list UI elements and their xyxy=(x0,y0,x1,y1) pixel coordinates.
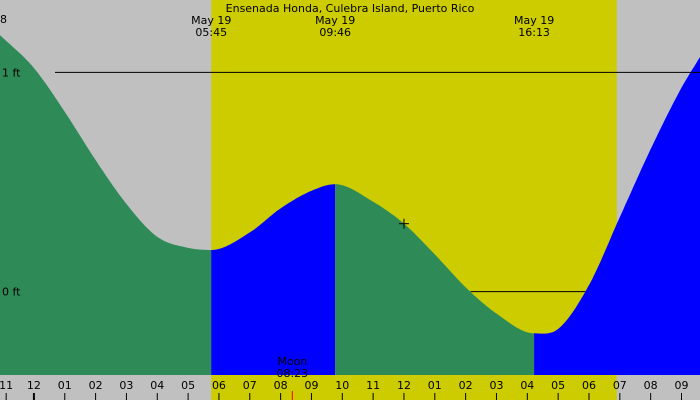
x-tick-label-19: 05 xyxy=(551,379,565,392)
x-tick-label-6: 04 xyxy=(150,379,164,392)
x-tick-label-11: 09 xyxy=(304,379,318,392)
x-tick-label-14: 12 xyxy=(397,379,411,392)
event-time-2: 09:46 xyxy=(319,26,351,39)
x-tick-label-22: 08 xyxy=(644,379,658,392)
chart-title: Ensenada Honda, Culebra Island, Puerto R… xyxy=(226,2,475,15)
event-date-1: May 19 xyxy=(191,14,231,27)
x-tick-label-15: 01 xyxy=(428,379,442,392)
moonset-label: Moon xyxy=(277,355,307,368)
x-tick-label-12: 10 xyxy=(335,379,349,392)
x-tick-label-8: 06 xyxy=(212,379,226,392)
tide-areas xyxy=(0,35,700,375)
reference-label-2: 0 ft xyxy=(2,286,21,299)
now-marker xyxy=(398,218,409,229)
tide-area-2 xyxy=(211,184,336,375)
x-tick-label-10: 08 xyxy=(274,379,288,392)
moonset-time: 08:23 xyxy=(276,367,308,380)
event-date-3: May 19 xyxy=(514,14,554,27)
x-tick-label-16: 02 xyxy=(459,379,473,392)
x-tick-label-18: 04 xyxy=(520,379,534,392)
x-tick-label-2: 12 xyxy=(27,379,41,392)
event-time-3: 16:13 xyxy=(518,26,550,39)
reference-lines: 1 ft 0 ft xyxy=(2,66,700,299)
tide-area-3 xyxy=(335,184,535,375)
x-axis: 11 12 01 02 03 04 05 06 07 08 09 10 11 12 01 02 03 04 05 06… xyxy=(0,379,688,400)
event-time-1: 05:45 xyxy=(195,26,227,39)
x-tick-label-9: 07 xyxy=(243,379,257,392)
x-tick-label-13: 11 xyxy=(366,379,380,392)
x-tick-label-23: 09 xyxy=(674,379,688,392)
x-tick-label-7: 05 xyxy=(181,379,195,392)
x-tick-label-1: 11 xyxy=(0,379,13,392)
x-tick-label-17: 03 xyxy=(489,379,503,392)
x-tick-label-3: 01 xyxy=(58,379,72,392)
reference-label-1: 1 ft xyxy=(2,66,21,79)
event-date-2: May 19 xyxy=(315,14,355,27)
corner-label: 8 xyxy=(0,13,7,26)
tide-area-4 xyxy=(534,57,700,375)
x-tick-label-4: 02 xyxy=(89,379,103,392)
x-tick-label-5: 03 xyxy=(119,379,133,392)
tide-area-1 xyxy=(0,35,212,375)
x-tick-label-21: 07 xyxy=(613,379,627,392)
x-tick-label-20: 06 xyxy=(582,379,596,392)
